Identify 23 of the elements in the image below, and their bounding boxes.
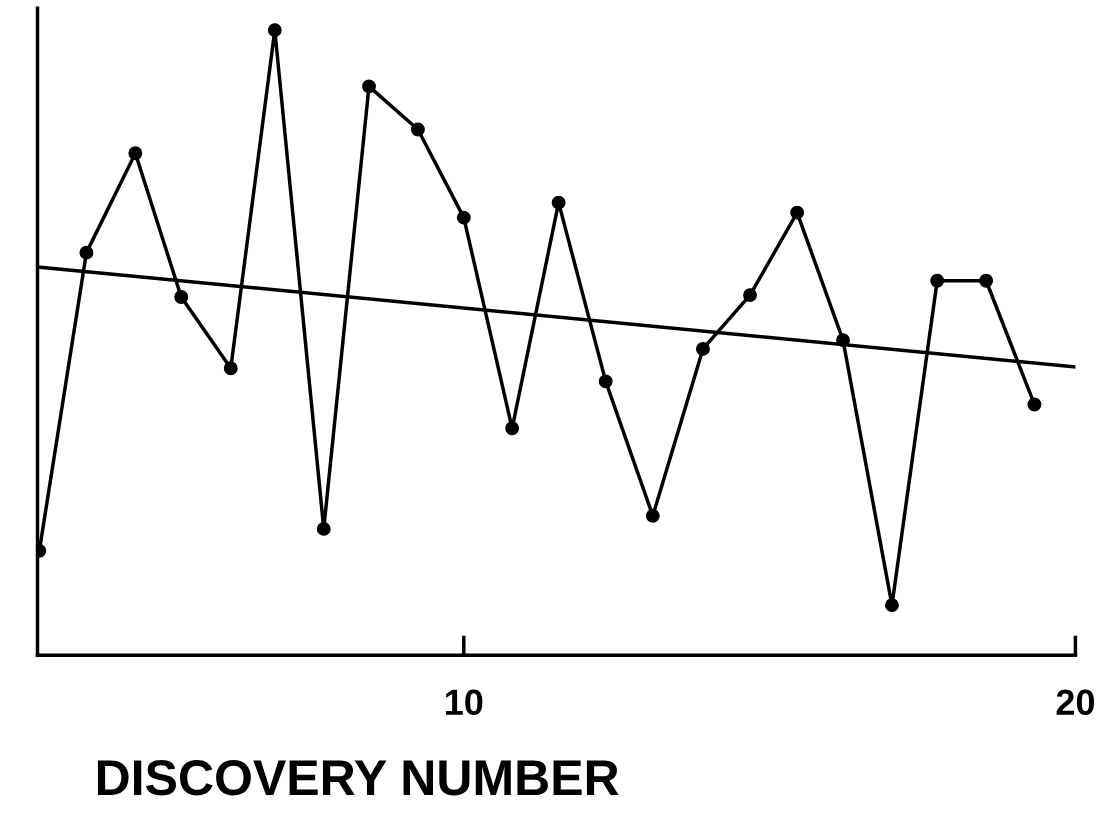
point	[505, 421, 520, 436]
point	[696, 341, 710, 356]
point	[598, 374, 613, 389]
point	[174, 290, 189, 304]
x-tick-label: 10	[446, 689, 483, 716]
point	[362, 79, 376, 94]
point	[410, 122, 425, 137]
point	[316, 521, 331, 536]
point	[267, 23, 282, 38]
point	[1027, 397, 1042, 412]
x-axis-title: DISCOVERY NUMBER	[97, 760, 619, 796]
point	[930, 273, 945, 288]
point	[884, 598, 899, 613]
point	[645, 508, 660, 523]
point	[456, 210, 471, 225]
point	[979, 273, 994, 288]
point	[551, 195, 566, 210]
point	[790, 205, 805, 220]
point	[743, 288, 757, 303]
point	[128, 146, 143, 161]
point	[223, 361, 238, 376]
point	[79, 245, 94, 260]
x-tick-label: 20	[1056, 689, 1095, 716]
